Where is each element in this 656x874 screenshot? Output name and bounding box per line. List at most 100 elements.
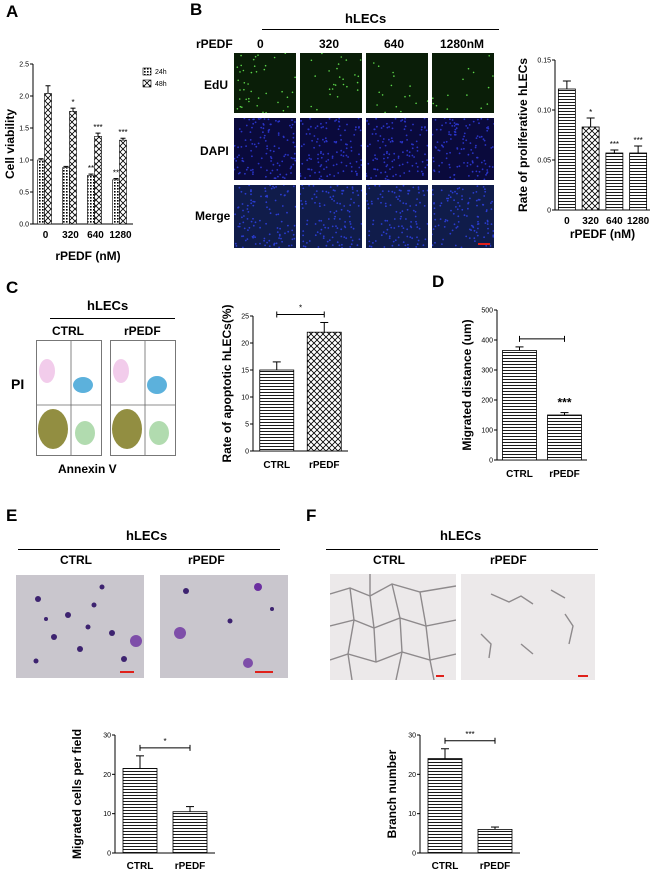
nucleus-dot	[419, 201, 421, 204]
nucleus-dot	[259, 118, 262, 120]
nucleus-dot	[328, 70, 330, 72]
nucleus-dot	[453, 223, 456, 226]
nucleus-dot	[277, 132, 280, 134]
nucleus-dot	[317, 157, 319, 160]
nucleus-dot	[272, 185, 274, 188]
merge-image-320-signal	[300, 185, 362, 248]
nucleus-dot	[352, 227, 355, 230]
nucleus-dot	[357, 118, 360, 120]
nucleus-dot	[484, 144, 487, 146]
nucleus-dot	[234, 213, 236, 216]
nucleus-dot	[424, 126, 426, 129]
nucleus-dot	[266, 206, 268, 209]
panel-f-header-line	[326, 549, 598, 550]
nucleus-dot	[405, 218, 407, 220]
nucleus-dot	[293, 152, 296, 155]
nucleus-dot	[382, 141, 384, 143]
nucleus-dot	[372, 223, 374, 226]
nucleus-dot	[456, 225, 459, 228]
nucleus-dot	[331, 155, 334, 158]
nucleus-dot	[342, 170, 345, 173]
nucleus-dot	[471, 170, 474, 173]
nucleus-dot	[453, 122, 456, 124]
nucleus-dot	[492, 235, 494, 238]
nucleus-dot	[340, 149, 343, 152]
nucleus-dot	[415, 162, 418, 165]
nucleus-dot	[335, 119, 338, 121]
flow-plot-rpedf-drawing	[111, 341, 175, 455]
nucleus-dot	[468, 175, 470, 177]
nucleus-dot	[262, 131, 264, 134]
nucleus-dot	[368, 240, 371, 243]
significance-marker: ***	[610, 140, 619, 149]
nucleus-dot	[252, 217, 254, 220]
nucleus-dot	[264, 190, 267, 192]
y-tick-label: 300	[481, 368, 493, 375]
nucleus-dot	[432, 102, 434, 105]
nucleus-dot	[406, 154, 409, 156]
nucleus-dot	[419, 134, 422, 136]
nucleus-dot	[356, 81, 359, 84]
panel-b-col-0: 0	[257, 37, 264, 51]
nucleus-dot	[311, 139, 313, 142]
nucleus-dot	[346, 186, 349, 189]
nucleus-dot	[318, 219, 321, 222]
nucleus-dot	[408, 155, 411, 157]
x-tick-label: CTRL	[506, 469, 533, 480]
x-tick-label: 320	[582, 216, 599, 227]
nucleus-dot	[236, 66, 239, 68]
nucleus-dot	[249, 131, 252, 133]
nucleus-dot	[278, 237, 280, 239]
nucleus-dot	[250, 193, 252, 196]
nucleus-dot	[434, 119, 437, 121]
panel-b-col-1: 320	[319, 37, 340, 51]
nucleus-dot	[266, 241, 268, 244]
nucleus-dot	[392, 71, 394, 74]
nucleus-dot	[466, 165, 469, 167]
nucleus-dot	[293, 157, 296, 160]
nucleus-dot	[385, 205, 387, 208]
nucleus-dot	[402, 202, 405, 204]
nucleus-dot	[290, 157, 293, 159]
nucleus-dot	[277, 175, 279, 178]
nucleus-dot	[474, 240, 476, 242]
nucleus-dot	[360, 223, 362, 225]
nucleus-dot	[320, 150, 322, 153]
nucleus-dot	[238, 154, 240, 157]
y-axis-label: Cell viability	[3, 109, 17, 179]
nucleus-dot	[393, 159, 396, 161]
nucleus-dot	[322, 126, 324, 128]
nucleus-dot	[399, 200, 401, 202]
nucleus-dot	[318, 202, 321, 205]
bar-48h	[94, 136, 102, 225]
legend-swatch	[142, 79, 152, 88]
nucleus-dot	[426, 164, 428, 166]
y-tick-label: 100	[481, 428, 493, 435]
nucleus-dot	[358, 238, 361, 241]
nucleus-dot	[386, 228, 389, 231]
nucleus-dot	[398, 195, 401, 198]
nucleus-dot	[246, 208, 249, 210]
nucleus-dot	[482, 138, 485, 141]
nucleus-dot	[249, 139, 252, 141]
nucleus-dot	[411, 154, 414, 157]
nucleus-dot	[443, 226, 446, 228]
nucleus-dot	[349, 223, 352, 225]
nucleus-dot	[426, 223, 428, 225]
nucleus-dot	[383, 161, 386, 164]
nucleus-dot	[457, 201, 459, 204]
nucleus-dot	[461, 198, 463, 201]
nucleus-dot	[468, 237, 471, 239]
panel-f-header: hLECs	[440, 528, 482, 543]
scale-bar-f-rpedf	[578, 675, 588, 677]
nucleus-dot	[274, 199, 277, 202]
nucleus-dot	[449, 176, 452, 179]
nucleus-dot	[321, 53, 323, 55]
y-axis-label: Rate of apoptotic hLECs(%)	[220, 304, 234, 462]
nucleus-dot	[348, 210, 351, 213]
nucleus-dot	[269, 156, 272, 158]
nucleus-dot	[374, 185, 376, 187]
nucleus-dot	[290, 172, 292, 174]
nucleus-dot	[408, 170, 411, 173]
nucleus-dot	[391, 160, 394, 163]
